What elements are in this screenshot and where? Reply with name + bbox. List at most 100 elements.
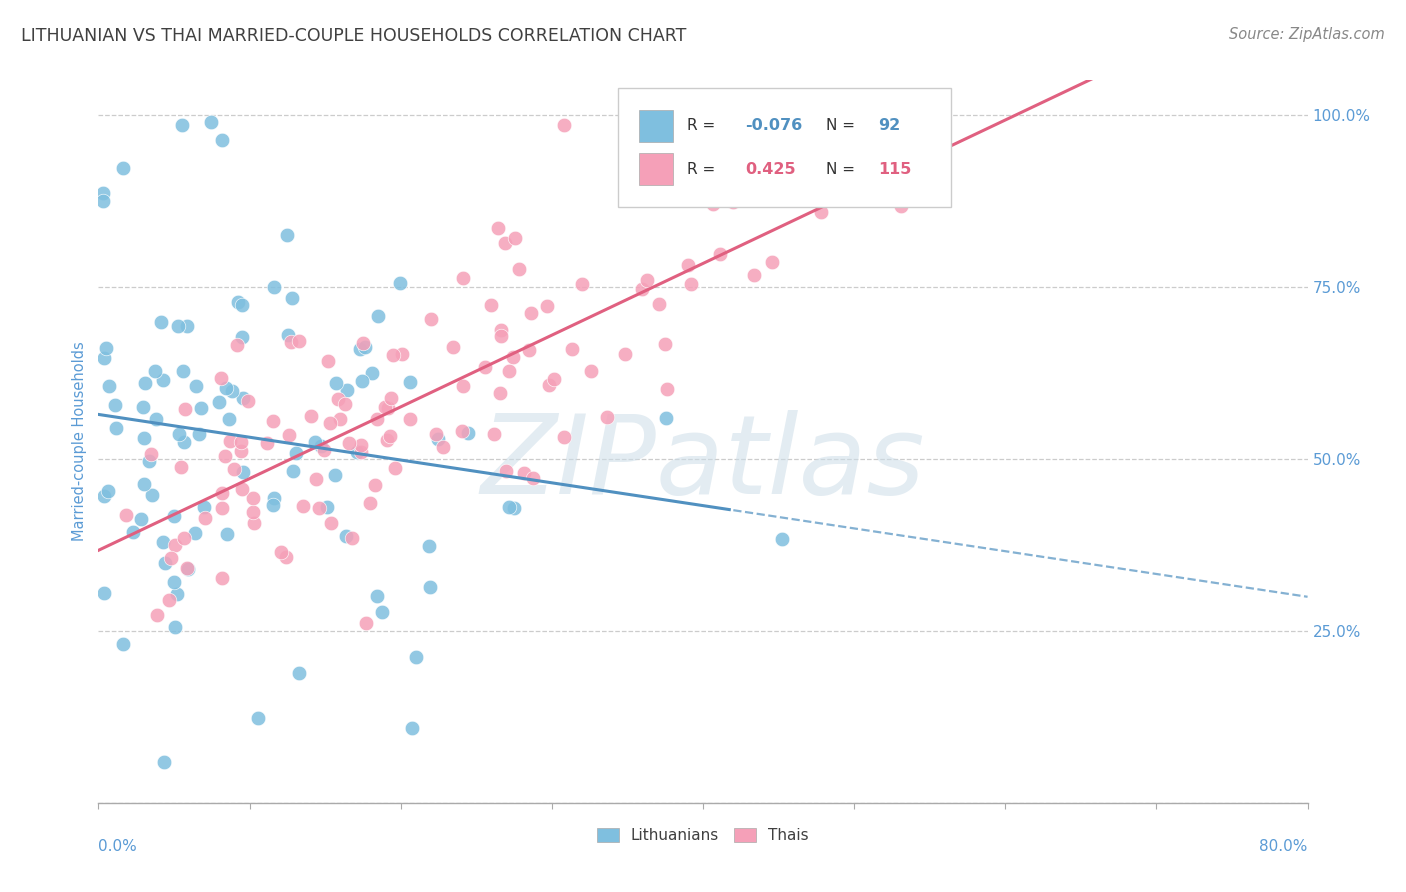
Point (517, 343, 540, 358)
Point (543, 372, 565, 386)
Point (614, 347, 637, 361)
Point (346, 444, 368, 458)
Point (165, 620, 187, 634)
Point (323, 468, 346, 483)
Point (112, 637, 135, 651)
Point (679, 277, 702, 292)
Point (489, 328, 512, 343)
Point (377, 433, 399, 447)
Point (183, 526, 205, 541)
Point (211, 486, 233, 500)
Point (93, 586, 115, 600)
Point (288, 334, 311, 348)
Point (508, 261, 530, 276)
Point (384, 460, 406, 475)
Point (503, 231, 526, 245)
Legend: Lithuanians, Thais: Lithuanians, Thais (591, 822, 815, 849)
Point (246, 711, 269, 725)
Point (163, 508, 186, 523)
Point (354, 615, 377, 630)
Point (352, 374, 374, 388)
Point (474, 359, 496, 374)
Point (366, 589, 388, 603)
Point (281, 292, 304, 306)
Point (152, 535, 174, 549)
Point (329, 411, 352, 425)
Point (316, 354, 339, 368)
Point (399, 376, 422, 390)
Point (336, 383, 359, 397)
Point (502, 350, 524, 364)
Point (350, 445, 373, 459)
Point (186, 379, 208, 393)
Point (922, 114, 945, 128)
Point (709, 247, 731, 261)
Point (648, 297, 671, 311)
Point (219, 434, 242, 449)
Point (678, 258, 700, 272)
Point (361, 367, 384, 381)
Point (97, 483, 120, 498)
Text: 0.425: 0.425 (745, 161, 796, 177)
Point (157, 592, 180, 607)
Point (170, 119, 193, 133)
Point (152, 373, 174, 387)
Point (391, 347, 413, 361)
Point (163, 575, 186, 590)
Point (228, 294, 250, 309)
Point (579, 364, 602, 378)
Point (513, 466, 536, 480)
Text: 80.0%: 80.0% (1260, 838, 1308, 854)
Point (139, 447, 162, 461)
Point (308, 500, 330, 515)
Point (495, 235, 517, 250)
Point (333, 397, 356, 411)
Point (693, 161, 716, 175)
Point (174, 402, 197, 417)
Point (173, 531, 195, 545)
Point (309, 439, 332, 453)
Point (129, 511, 152, 525)
Point (503, 500, 526, 515)
Point (419, 580, 441, 594)
Point (134, 431, 156, 445)
Point (229, 444, 252, 458)
Point (163, 538, 186, 552)
Point (702, 197, 724, 211)
Point (236, 393, 259, 408)
Point (561, 342, 583, 356)
Point (664, 173, 686, 187)
Point (231, 330, 253, 344)
Point (114, 508, 136, 522)
Point (380, 391, 402, 405)
Point (134, 477, 156, 491)
Point (489, 385, 512, 400)
Point (226, 337, 249, 351)
Text: -0.076: -0.076 (745, 119, 803, 133)
Point (498, 500, 520, 514)
Point (222, 462, 245, 476)
Point (401, 721, 423, 735)
Point (97, 379, 120, 393)
Text: ZIPatlas: ZIPatlas (481, 409, 925, 516)
Point (218, 411, 240, 425)
Point (167, 426, 190, 441)
Point (211, 571, 233, 585)
Point (194, 511, 217, 525)
Point (378, 429, 401, 443)
Point (388, 277, 411, 291)
Point (94, 341, 117, 355)
Point (215, 381, 238, 395)
Point (229, 434, 252, 449)
Point (352, 335, 374, 350)
Point (243, 516, 266, 530)
Text: LITHUANIAN VS THAI MARRIED-COUPLE HOUSEHOLDS CORRELATION CHART: LITHUANIAN VS THAI MARRIED-COUPLE HOUSEH… (21, 27, 686, 45)
Point (367, 310, 389, 324)
Point (453, 378, 475, 392)
Point (190, 401, 212, 415)
Point (193, 500, 215, 514)
Y-axis label: Married-couple Households: Married-couple Households (72, 342, 87, 541)
Point (425, 427, 447, 442)
Point (342, 531, 364, 545)
Point (283, 465, 305, 479)
